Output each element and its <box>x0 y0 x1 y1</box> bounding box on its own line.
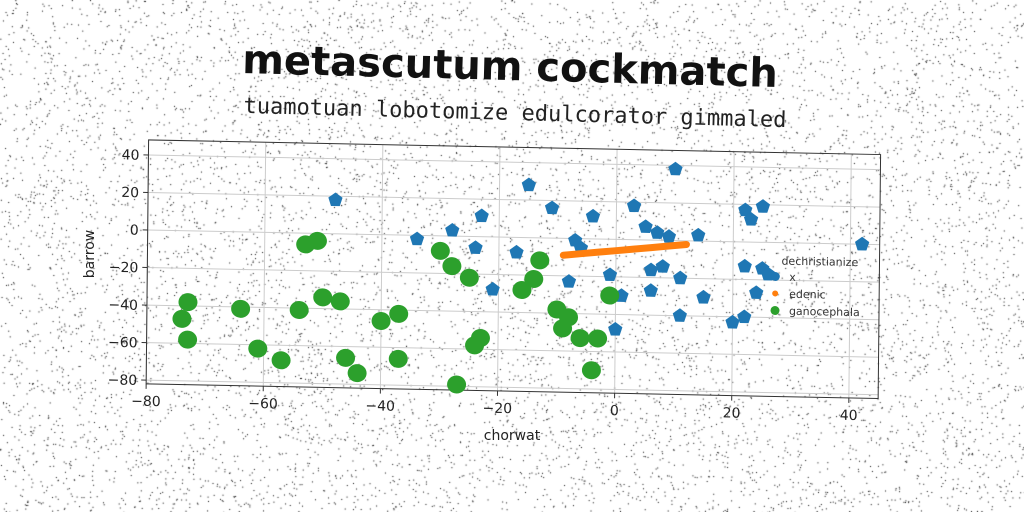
point-x <box>608 322 622 336</box>
legend-marker-ganocephala <box>770 306 779 315</box>
point-ganocephala <box>600 286 619 304</box>
point-x <box>650 225 664 239</box>
point-ganocephala <box>582 361 601 379</box>
point-ganocephala <box>442 257 461 275</box>
point-ganocephala <box>460 269 479 287</box>
point-ganocephala <box>348 364 367 382</box>
point-x <box>691 228 705 242</box>
x-ticks: −80 −60 −40 −20 0 20 40 <box>131 384 858 425</box>
grid-line-x <box>732 152 734 396</box>
plot-area: −80 −60 −40 −20 0 20 40 40 20 0 −20 −40 −60 −80 dech… <box>107 139 880 424</box>
grid-line-x <box>849 154 851 398</box>
x-tick-label: 0 <box>610 403 619 419</box>
point-ganocephala <box>570 329 589 347</box>
x-tick-label: −40 <box>365 398 395 415</box>
point-ganocephala <box>530 251 549 269</box>
point-ganocephala <box>272 351 291 369</box>
point-ganocephala <box>313 288 332 306</box>
point-ganocephala <box>389 350 408 368</box>
grid-line-y <box>146 380 878 395</box>
y-tick-label: −60 <box>108 335 138 352</box>
point-x <box>673 308 687 322</box>
point-x <box>673 271 687 285</box>
legend: dechristianize x edenic ganocephala <box>770 254 860 319</box>
point-x <box>545 200 559 214</box>
grid-line-y <box>148 192 880 207</box>
point-x <box>486 282 500 296</box>
point-ganocephala <box>231 300 250 318</box>
grid-line-x <box>380 145 382 389</box>
data-marks <box>172 152 870 402</box>
y-tick-label: −20 <box>109 260 139 277</box>
legend-marker-edenic <box>772 290 778 296</box>
point-x <box>468 240 482 254</box>
legend-label-ganocephala: ganocephala <box>789 305 860 319</box>
legend-label-edenic: edenic <box>789 288 826 302</box>
y-tick-label: −40 <box>108 297 138 314</box>
point-x <box>756 199 770 213</box>
y-ticks: 40 20 0 −20 −40 −60 −80 <box>108 147 149 389</box>
point-ganocephala <box>290 301 309 319</box>
grid-line-y <box>147 305 879 320</box>
point-ganocephala <box>178 330 197 348</box>
point-x <box>696 290 710 304</box>
point-ganocephala <box>336 349 355 367</box>
y-tick-label: −80 <box>108 372 138 389</box>
legend-label-x: x <box>789 271 796 284</box>
point-ganocephala <box>178 293 197 311</box>
point-x <box>644 283 658 297</box>
point-x <box>855 237 869 251</box>
point-x <box>586 209 600 223</box>
point-ganocephala <box>588 329 607 347</box>
grid-line-y <box>148 230 880 245</box>
x-tick-label: −80 <box>131 394 161 411</box>
point-x <box>475 208 489 222</box>
point-x <box>656 259 670 273</box>
x-tick-label: 40 <box>840 408 858 424</box>
point-x <box>328 192 342 206</box>
point-x <box>410 231 424 245</box>
point-x <box>738 259 752 273</box>
y-tick-label: 20 <box>121 185 139 201</box>
x-axis-label: chorwat <box>484 428 541 444</box>
x-tick-label: 20 <box>723 405 741 421</box>
point-x <box>445 223 459 237</box>
y-tick-label: 0 <box>130 223 139 239</box>
point-x <box>603 267 617 281</box>
point-ganocephala <box>248 339 267 357</box>
point-ganocephala <box>331 292 350 310</box>
point-x <box>668 162 682 176</box>
point-ganocephala <box>389 305 408 323</box>
chart-subtitle: tuamotuan lobotomize edulcorator gimmale… <box>243 94 787 133</box>
point-x <box>522 177 536 191</box>
point-x <box>749 285 763 299</box>
point-ganocephala <box>447 375 466 393</box>
y-tick-label: 40 <box>122 147 140 163</box>
y-axis-label: barrow <box>82 230 98 278</box>
point-ganocephala <box>172 310 191 328</box>
x-tick-label: −60 <box>248 396 278 413</box>
point-x <box>509 245 523 259</box>
legend-title: dechristianize <box>781 255 858 270</box>
x-tick-label: −20 <box>482 401 512 418</box>
point-x <box>627 198 641 212</box>
grid-line-x <box>498 147 500 391</box>
grid-line-y <box>148 155 880 170</box>
chart-title: metascutum cockmatch <box>242 37 779 97</box>
point-ganocephala <box>371 312 390 330</box>
point-ganocephala <box>431 242 450 260</box>
